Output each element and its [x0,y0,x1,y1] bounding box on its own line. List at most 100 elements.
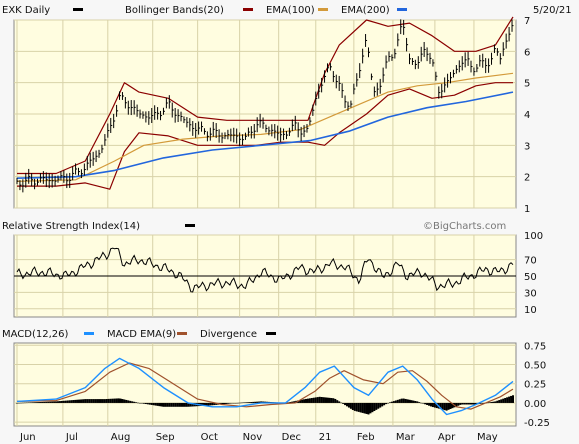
divergence-bar [424,402,427,405]
divergence-bar [58,401,61,403]
divergence-bar [88,399,91,403]
divergence-bar [414,400,417,403]
x-tick-label: May [477,432,498,443]
divergence-bar [125,399,128,403]
divergence-bar [504,397,507,403]
divergence-bar [316,397,319,403]
divergence-bar [492,401,495,403]
divergence-bar [260,401,263,403]
divergence-bar [306,398,309,403]
y-tick-label: 100 [524,231,543,242]
divergence-bar [168,402,171,407]
bigcharts-watermark: ©BigCharts.com [423,221,506,232]
rsi-line [16,247,514,293]
y-tick-label: 1 [524,204,530,215]
divergence-bar [326,397,329,403]
divergence-bar [27,402,30,403]
divergence-bar [19,402,22,404]
divergence-bar [117,398,120,403]
divergence-bar [66,400,69,403]
divergence-bar [402,398,405,403]
divergence-bar [449,402,452,409]
divergence-bar [385,402,388,405]
divergence-bar [510,395,513,403]
divergence-bar [64,400,67,403]
macd-ema-line [16,362,514,410]
divergence-bar [388,402,391,403]
divergence-bar [287,402,290,403]
divergence-bar [226,402,229,404]
divergence-bar [99,399,102,403]
divergence-bar [137,402,140,404]
divergence-bar [447,402,450,410]
divergence-bar [250,402,253,403]
divergence-bar [121,399,124,403]
rsi-label: Relative Strength Index(14) [2,221,140,232]
divergence-bar [191,402,194,407]
divergence-bar [498,400,501,403]
divergence-bar [242,402,245,404]
divergence-bar [189,402,192,407]
divergence-bar [470,402,473,405]
divergence-bar [363,402,366,414]
divergence-bar [480,402,483,404]
divergence-bar [404,398,407,403]
divergence-bar [119,398,122,403]
divergence-bar [105,398,108,403]
divergence-bar [320,397,323,403]
divergence-bar [500,399,503,403]
divergence-bar [420,402,423,404]
macd-ema-legend-swatch [177,332,187,335]
divergence-bar [349,402,352,409]
divergence-bar [221,402,224,405]
divergence-bar [308,398,311,403]
ema100-legend-swatch [318,8,328,11]
x-tick-label: Sep [156,432,175,443]
divergence-bar [344,402,347,406]
divergence-bar [252,401,255,403]
divergence-bar [164,402,167,407]
divergence-bar [230,402,233,404]
divergence-bar [156,402,159,406]
divergence-bar [43,401,46,403]
divergence-bar [174,402,177,407]
divergence-bar [441,402,444,410]
divergence-bar [303,399,306,403]
divergence-bar [467,402,470,405]
x-tick-label: Aug [111,432,131,443]
divergence-bar [351,402,354,411]
divergence-bar [215,402,218,405]
divergence-bar [37,402,40,403]
divergence-bar [506,397,509,403]
divergence-bar [94,399,97,403]
x-tick-label: Dec [282,432,301,443]
divergence-bar [172,402,175,407]
divergence-bar [185,402,188,407]
divergence-bar [310,398,313,403]
x-tick-label: Jul [65,432,78,443]
divergence-bar [162,402,165,407]
divergence-bar [410,400,413,403]
divergence-bar [322,397,325,403]
divergence-bar [150,402,153,405]
divergence-bar [236,402,239,404]
divergence-bar [435,402,438,409]
x-tick-label: Feb [357,432,375,443]
y-tick-label: 0.25 [524,380,546,391]
divergence-bar [301,399,304,403]
divergence-bar [55,401,58,403]
divergence-bar [139,402,142,404]
divergence-bar [33,402,36,403]
divergence-bar [180,402,183,407]
divergence-bar [472,402,475,405]
divergence-bar [359,402,362,413]
divergence-bar [369,402,372,414]
divergence-bar [367,402,370,415]
divergence-bar [76,399,79,403]
divergence-bar [57,401,60,403]
price-legend-swatch [73,8,83,11]
divergence-bar [428,402,431,406]
divergence-bar [496,400,499,403]
divergence-bar [512,395,514,403]
divergence-bar [211,402,214,406]
